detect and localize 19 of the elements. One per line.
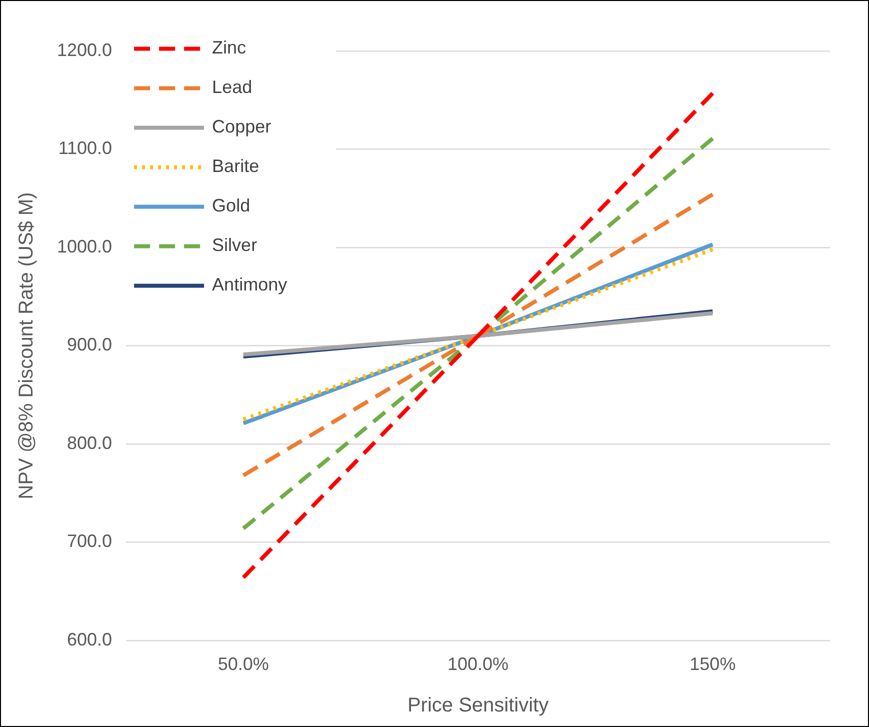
y-tick-label: 900.0: [67, 334, 112, 355]
legend-label: Antimony: [212, 274, 288, 295]
x-tick-label: 50.0%: [218, 654, 269, 674]
y-tick-label: 800.0: [67, 432, 112, 453]
legend-label: Silver: [212, 235, 258, 256]
legend-label: Gold: [212, 196, 250, 216]
legend-label: Lead: [212, 77, 252, 98]
legend-label: Barite: [212, 156, 260, 176]
x-tick-label: 100.0%: [447, 654, 509, 674]
y-tick-label: 1100.0: [58, 138, 112, 158]
legend-label: Zinc: [212, 38, 246, 58]
x-axis-title: Price Sensitivity: [407, 694, 549, 717]
y-axis-title: NPV @8% Discount Rate (US$ M): [16, 192, 38, 500]
x-tick-label: 150%: [690, 654, 736, 674]
y-tick-label: 1000.0: [56, 236, 112, 256]
legend-label: Copper: [212, 116, 272, 137]
y-tick-label: 700.0: [67, 531, 112, 552]
y-tick-label: 1200.0: [56, 40, 112, 60]
y-tick-label: 600.0: [67, 629, 112, 650]
